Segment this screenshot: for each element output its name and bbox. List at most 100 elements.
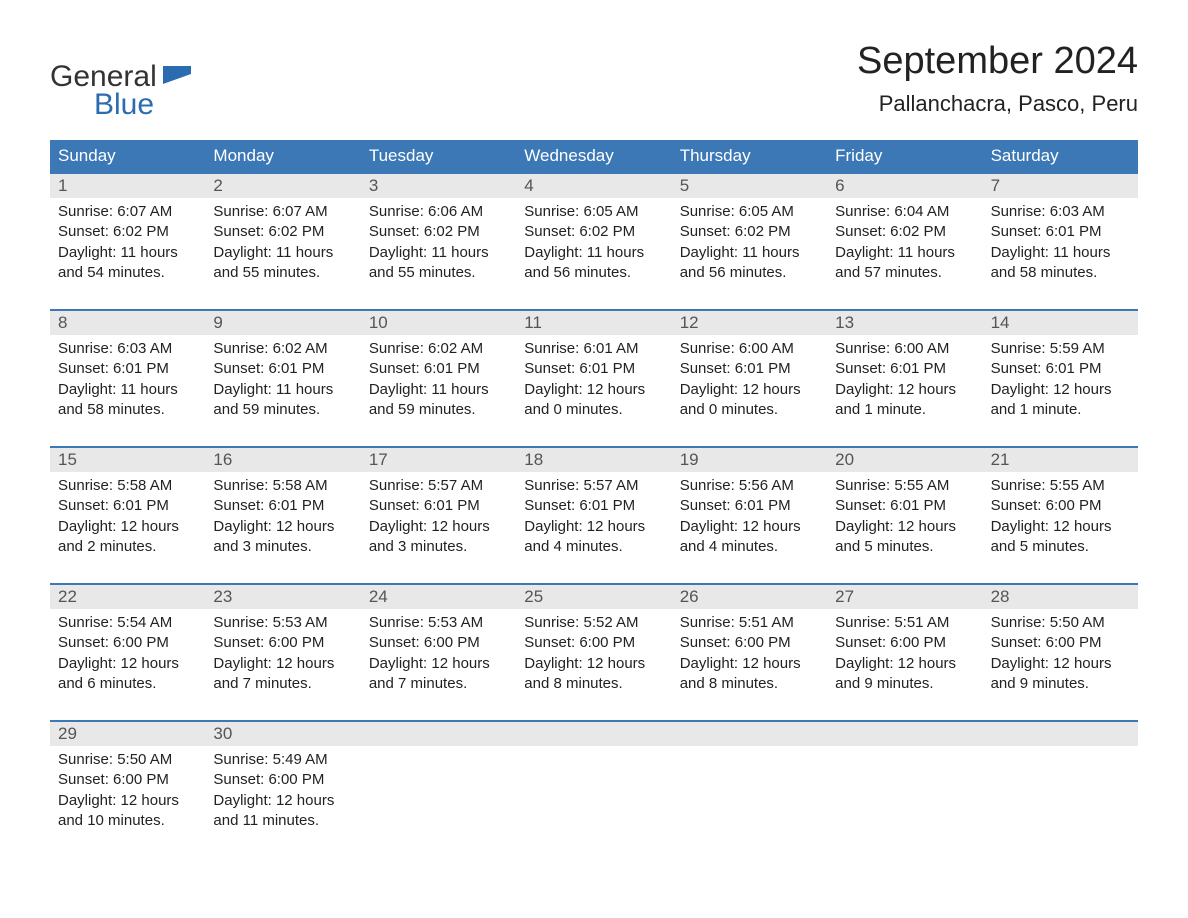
day-day1-line: Daylight: 12 hours — [680, 517, 819, 537]
day-day1-line: Daylight: 11 hours — [991, 243, 1130, 263]
day-number — [361, 722, 516, 746]
day-content: Sunrise: 6:05 AMSunset: 6:02 PMDaylight:… — [672, 198, 827, 293]
day-sunset-line: Sunset: 6:01 PM — [524, 496, 663, 516]
logo: General Blue — [50, 40, 195, 122]
day-sunset-line: Sunset: 6:00 PM — [58, 633, 197, 653]
day-day1-line: Daylight: 11 hours — [369, 380, 508, 400]
day-content: Sunrise: 5:55 AMSunset: 6:00 PMDaylight:… — [983, 472, 1138, 567]
day-number: 10 — [361, 311, 516, 335]
day-cell: 1Sunrise: 6:07 AMSunset: 6:02 PMDaylight… — [50, 174, 205, 293]
day-day2-line: and 3 minutes. — [369, 537, 508, 557]
day-day1-line: Daylight: 12 hours — [991, 517, 1130, 537]
day-sunset-line: Sunset: 6:02 PM — [369, 222, 508, 242]
weekday-label: Thursday — [672, 140, 827, 172]
day-day2-line: and 2 minutes. — [58, 537, 197, 557]
day-sunset-line: Sunset: 6:00 PM — [991, 633, 1130, 653]
day-sunrise-line: Sunrise: 6:05 AM — [680, 202, 819, 222]
day-cell: 21Sunrise: 5:55 AMSunset: 6:00 PMDayligh… — [983, 448, 1138, 567]
day-sunset-line: Sunset: 6:00 PM — [991, 496, 1130, 516]
day-content: Sunrise: 5:50 AMSunset: 6:00 PMDaylight:… — [983, 609, 1138, 704]
day-number: 4 — [516, 174, 671, 198]
day-day1-line: Daylight: 12 hours — [524, 380, 663, 400]
day-number: 7 — [983, 174, 1138, 198]
day-sunset-line: Sunset: 6:01 PM — [58, 359, 197, 379]
day-day2-line: and 4 minutes. — [680, 537, 819, 557]
day-day1-line: Daylight: 12 hours — [991, 380, 1130, 400]
day-day1-line: Daylight: 12 hours — [680, 380, 819, 400]
day-sunrise-line: Sunrise: 5:50 AM — [58, 750, 197, 770]
day-day1-line: Daylight: 12 hours — [835, 654, 974, 674]
day-day1-line: Daylight: 12 hours — [524, 654, 663, 674]
day-number: 16 — [205, 448, 360, 472]
day-day2-line: and 11 minutes. — [213, 811, 352, 831]
day-sunset-line: Sunset: 6:00 PM — [524, 633, 663, 653]
day-sunrise-line: Sunrise: 5:50 AM — [991, 613, 1130, 633]
day-cell: 27Sunrise: 5:51 AMSunset: 6:00 PMDayligh… — [827, 585, 982, 704]
day-content: Sunrise: 6:02 AMSunset: 6:01 PMDaylight:… — [205, 335, 360, 430]
title-block: September 2024 Pallanchacra, Pasco, Peru — [857, 40, 1138, 117]
day-number: 15 — [50, 448, 205, 472]
day-sunset-line: Sunset: 6:01 PM — [213, 496, 352, 516]
day-sunset-line: Sunset: 6:01 PM — [991, 359, 1130, 379]
day-sunrise-line: Sunrise: 5:57 AM — [369, 476, 508, 496]
day-day2-line: and 58 minutes. — [58, 400, 197, 420]
day-sunset-line: Sunset: 6:02 PM — [680, 222, 819, 242]
day-day2-line: and 56 minutes. — [680, 263, 819, 283]
day-cell: 24Sunrise: 5:53 AMSunset: 6:00 PMDayligh… — [361, 585, 516, 704]
day-content: Sunrise: 6:07 AMSunset: 6:02 PMDaylight:… — [205, 198, 360, 293]
day-number: 26 — [672, 585, 827, 609]
day-day2-line: and 5 minutes. — [835, 537, 974, 557]
day-sunrise-line: Sunrise: 5:53 AM — [369, 613, 508, 633]
day-sunrise-line: Sunrise: 5:49 AM — [213, 750, 352, 770]
day-number: 5 — [672, 174, 827, 198]
day-number: 23 — [205, 585, 360, 609]
calendar: Sunday Monday Tuesday Wednesday Thursday… — [50, 140, 1138, 841]
day-sunrise-line: Sunrise: 6:04 AM — [835, 202, 974, 222]
day-cell: 14 Sunrise: 5:59 AMSunset: 6:01 PMDayligh… — [983, 311, 1138, 430]
week-row: 22Sunrise: 5:54 AMSunset: 6:00 PMDayligh… — [50, 583, 1138, 704]
day-number: 29 — [50, 722, 205, 746]
day-day1-line: Daylight: 12 hours — [58, 654, 197, 674]
day-content: Sunrise: 5:57 AMSunset: 6:01 PMDaylight:… — [516, 472, 671, 567]
day-number: 13 — [827, 311, 982, 335]
day-day2-line: and 0 minutes. — [524, 400, 663, 420]
day-sunset-line: Sunset: 6:01 PM — [835, 359, 974, 379]
day-sunset-line: Sunset: 6:01 PM — [58, 496, 197, 516]
day-cell — [672, 722, 827, 841]
day-cell: 29Sunrise: 5:50 AMSunset: 6:00 PMDayligh… — [50, 722, 205, 841]
day-cell: 19Sunrise: 5:56 AMSunset: 6:01 PMDayligh… — [672, 448, 827, 567]
day-number — [983, 722, 1138, 746]
day-sunset-line: Sunset: 6:01 PM — [835, 496, 974, 516]
day-sunrise-line: Sunrise: 6:07 AM — [58, 202, 197, 222]
weekday-label: Wednesday — [516, 140, 671, 172]
day-sunrise-line: Sunrise: 6:05 AM — [524, 202, 663, 222]
day-day1-line: Daylight: 11 hours — [213, 380, 352, 400]
day-content: Sunrise: 5:56 AMSunset: 6:01 PMDaylight:… — [672, 472, 827, 567]
day-sunrise-line: Sunrise: 6:07 AM — [213, 202, 352, 222]
day-sunset-line: Sunset: 6:00 PM — [369, 633, 508, 653]
day-day1-line: Daylight: 12 hours — [835, 380, 974, 400]
day-number: 24 — [361, 585, 516, 609]
day-day1-line: Daylight: 12 hours — [991, 654, 1130, 674]
day-number: 1 — [50, 174, 205, 198]
day-day1-line: Daylight: 12 hours — [524, 517, 663, 537]
day-sunrise-line: Sunrise: 5:58 AM — [213, 476, 352, 496]
day-sunrise-line: Sunrise: 6:01 AM — [524, 339, 663, 359]
day-number: 28 — [983, 585, 1138, 609]
day-number: 14 — [983, 311, 1138, 335]
day-sunset-line: Sunset: 6:00 PM — [680, 633, 819, 653]
day-sunrise-line: Sunrise: 5:59 AM — [991, 339, 1130, 359]
day-number: 2 — [205, 174, 360, 198]
day-cell — [983, 722, 1138, 841]
day-day2-line: and 3 minutes. — [213, 537, 352, 557]
day-sunrise-line: Sunrise: 5:58 AM — [58, 476, 197, 496]
day-day2-line: and 7 minutes. — [369, 674, 508, 694]
day-cell: 23Sunrise: 5:53 AMSunset: 6:00 PMDayligh… — [205, 585, 360, 704]
day-sunset-line: Sunset: 6:01 PM — [369, 496, 508, 516]
month-title: September 2024 — [857, 40, 1138, 83]
day-day1-line: Daylight: 12 hours — [835, 517, 974, 537]
header: General Blue September 2024 Pallanchacra… — [50, 40, 1138, 122]
day-number: 27 — [827, 585, 982, 609]
day-day1-line: Daylight: 12 hours — [213, 654, 352, 674]
day-number: 18 — [516, 448, 671, 472]
